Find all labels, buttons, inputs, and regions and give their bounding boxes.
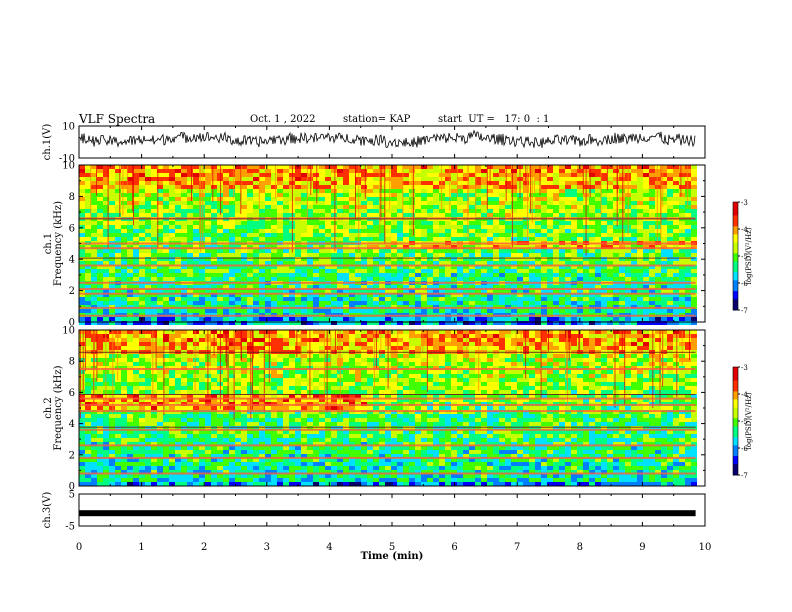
start-time-label: start UT = 17: 0 : 1 [438, 114, 550, 125]
x-tick-label: 2 [201, 542, 207, 553]
spectral-line-dark [79, 257, 696, 259]
colorbar-tick-label: -7 [741, 472, 748, 480]
colorbar-label: log(PSD)(V²/Hz) [745, 227, 753, 284]
x-tick-label: 5 [389, 542, 395, 553]
chart-title: VLF Spectra [79, 112, 156, 126]
y-tick-label: 8 [69, 357, 75, 368]
colorbar-tick-label: -4 [741, 226, 748, 234]
colorbar-tick-label: -6 [741, 280, 748, 288]
colorbar-tick-label: -4 [741, 391, 748, 399]
spectral-line [79, 472, 696, 475]
y-tick-label: 10 [62, 326, 75, 337]
spectral-line [79, 288, 696, 290]
channel-label: ch.2 [43, 397, 54, 419]
y-tick-label: 8 [69, 192, 75, 203]
spectral-line-dark [79, 351, 696, 353]
spectral-line [79, 368, 696, 370]
y-tick-label: 4 [69, 419, 75, 430]
spectral-line [79, 247, 696, 250]
ch1-waveform-trace [78, 129, 696, 149]
x-tick-label: 9 [639, 542, 645, 553]
x-tick-label: 8 [577, 542, 583, 553]
x-tick-label: 7 [514, 542, 520, 553]
plot-frame [78, 493, 706, 527]
spectral-line [79, 292, 696, 295]
y-tick-label: 4 [69, 255, 75, 266]
spectral-line [79, 403, 696, 406]
x-tick-label: 3 [264, 542, 270, 553]
spectral-line [79, 456, 696, 459]
x-tick-label: 0 [76, 542, 82, 553]
spectral-line [79, 281, 696, 284]
colorbar [733, 367, 738, 476]
ch3-waveform-trace [79, 510, 696, 517]
spectral-line [79, 314, 696, 317]
y-tick-label: 5 [69, 490, 75, 501]
y-tick-label: 2 [69, 286, 75, 297]
spectral-line [79, 264, 696, 267]
spectral-line-dark [79, 218, 696, 220]
x-tick-label: 1 [138, 542, 144, 553]
y-axis-label: ch.1(V) [42, 124, 53, 161]
y-tick-label: 10 [62, 122, 75, 133]
spectral-line [79, 306, 696, 309]
spectrogram-ch1 [79, 165, 697, 325]
y-tick-label: 6 [69, 388, 75, 399]
y-tick-label: 2 [69, 450, 75, 461]
spectral-line-dark [79, 394, 696, 395]
x-axis-label: Time (min) [361, 551, 424, 562]
colorbar-tick-label: -3 [741, 199, 748, 207]
colorbar-label: log(PSD)(V²/Hz) [745, 392, 753, 449]
channel-label: ch.1 [43, 233, 54, 255]
colorbar [733, 202, 738, 311]
spectral-line [79, 428, 696, 431]
station-label: station= KAP [343, 114, 411, 125]
colorbar-tick-label: -7 [741, 307, 748, 315]
y-tick-label: 0 [69, 482, 75, 493]
spectrogram-ch2 [79, 330, 697, 486]
y-tick-label: -5 [65, 522, 75, 533]
colorbar-tick-label: -6 [741, 445, 748, 453]
spectral-line [79, 397, 696, 400]
spectral-line [79, 444, 696, 447]
colorbar-tick-label: -5 [741, 418, 748, 426]
y-tick-label: 6 [69, 223, 75, 234]
x-tick-label: 4 [326, 542, 332, 553]
spectral-line [79, 410, 696, 413]
colorbar-tick-label: -3 [741, 364, 748, 372]
y-axis-label: Frequency (kHz) [53, 201, 64, 286]
colorbar-tick-label: -5 [741, 253, 748, 261]
y-tick-label: -10 [59, 154, 75, 165]
y-axis-label: ch.3(V) [42, 492, 53, 529]
y-tick-label: 0 [69, 318, 75, 329]
y-axis-label: Frequency (kHz) [53, 365, 64, 450]
y-tick-label: 10 [62, 161, 75, 172]
spectral-line-dark [79, 426, 696, 428]
x-tick-label: 6 [451, 542, 457, 553]
date-label: Oct. 1 , 2022 [250, 114, 316, 125]
spectral-line [79, 242, 696, 245]
x-tick-label: 10 [699, 542, 712, 553]
